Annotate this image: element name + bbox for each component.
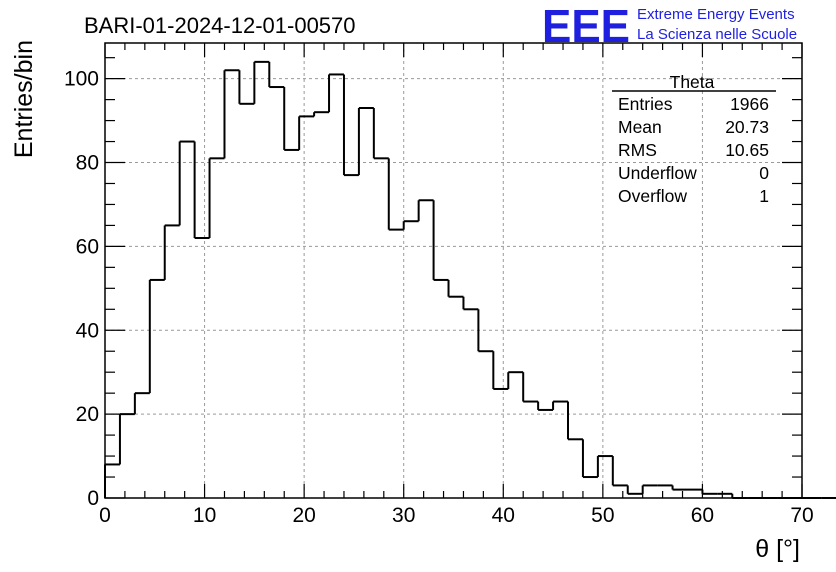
stats-value-rms: 10.65 — [725, 140, 769, 160]
stats-label-entries: Entries — [618, 94, 673, 114]
x-tick-label: 70 — [790, 504, 813, 527]
stats-label-mean: Mean — [618, 117, 662, 137]
x-tick-label: 30 — [392, 504, 415, 527]
chart-title: BARI-01-2024-12-01-00570 — [84, 13, 356, 38]
stats-value-overflow: 1 — [759, 186, 769, 206]
stats-label-underflow: Underflow — [618, 163, 697, 183]
x-tick-label: 10 — [193, 504, 216, 527]
stats-box: Theta Entries 1966 Mean 20.73 RMS 10.65 … — [612, 72, 776, 206]
grid-lines — [105, 43, 802, 498]
histogram-bins — [104, 60, 836, 499]
x-tick-label: 20 — [292, 504, 315, 527]
y-tick-label: 100 — [64, 68, 99, 91]
stats-title: Theta — [670, 72, 715, 92]
y-tick-label: 0 — [87, 487, 99, 510]
logo-line-2: La Scienza nelle Scuole — [637, 26, 797, 43]
stats-value-underflow: 0 — [759, 163, 769, 183]
stats-label-overflow: Overflow — [618, 186, 687, 206]
x-tick-label: 50 — [591, 504, 614, 527]
stats-value-mean: 20.73 — [725, 117, 769, 137]
x-axis-label: θ [°] — [755, 535, 800, 563]
y-axis-label: Entries/bin — [10, 40, 38, 158]
eee-logo-mark: EEE — [542, 0, 630, 52]
y-tick-label: 40 — [76, 319, 99, 342]
y-tick-label: 20 — [76, 403, 99, 426]
y-tick-label: 80 — [76, 152, 99, 175]
y-tick-label: 60 — [76, 235, 99, 258]
x-tick-label: 40 — [492, 504, 515, 527]
x-tick-label: 0 — [99, 504, 111, 527]
axis-ticks — [104, 43, 803, 499]
plot-border — [104, 42, 803, 499]
logo-line-1: Extreme Energy Events — [637, 6, 795, 23]
x-tick-label: 60 — [691, 504, 714, 527]
stats-value-entries: 1966 — [730, 94, 769, 114]
stats-label-rms: RMS — [618, 140, 657, 160]
eee-logo: EEE Extreme Energy Events La Scienza nel… — [542, 0, 797, 52]
plot-frame — [104, 42, 803, 499]
